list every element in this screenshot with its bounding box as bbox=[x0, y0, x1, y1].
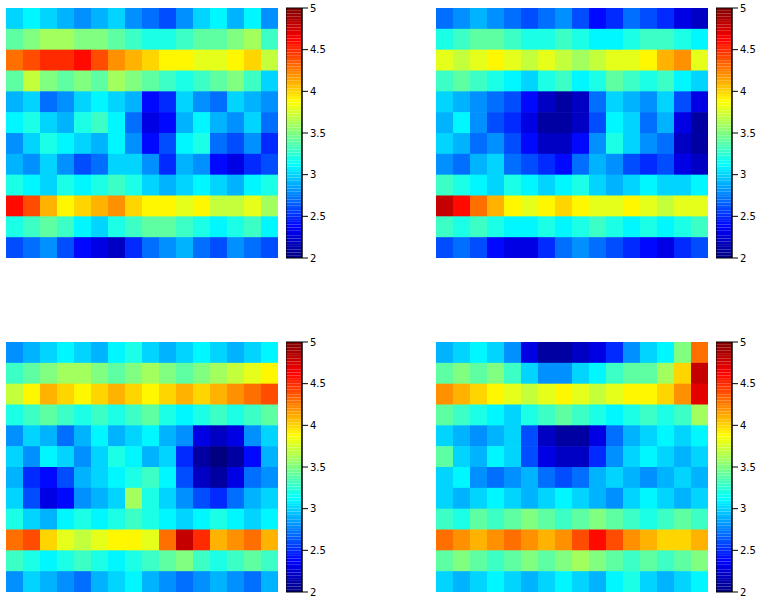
svg-text:4.5: 4.5 bbox=[740, 44, 756, 55]
svg-text:4: 4 bbox=[740, 86, 746, 97]
svg-text:3: 3 bbox=[740, 503, 746, 514]
svg-text:3: 3 bbox=[740, 169, 746, 180]
svg-text:2: 2 bbox=[740, 587, 746, 598]
svg-text:5: 5 bbox=[740, 3, 746, 14]
svg-text:3.5: 3.5 bbox=[740, 128, 756, 139]
svg-text:4: 4 bbox=[310, 86, 316, 97]
svg-text:3: 3 bbox=[310, 169, 316, 180]
svg-text:2.5: 2.5 bbox=[740, 211, 756, 222]
svg-text:5: 5 bbox=[740, 337, 746, 348]
svg-text:2.5: 2.5 bbox=[740, 545, 756, 556]
svg-text:4.5: 4.5 bbox=[310, 44, 326, 55]
svg-text:3.5: 3.5 bbox=[740, 462, 756, 473]
svg-text:5: 5 bbox=[310, 3, 316, 14]
svg-text:4.5: 4.5 bbox=[310, 378, 326, 389]
svg-text:2: 2 bbox=[310, 253, 316, 264]
svg-text:2: 2 bbox=[740, 253, 746, 264]
svg-text:2.5: 2.5 bbox=[310, 545, 326, 556]
svg-text:3: 3 bbox=[310, 503, 316, 514]
svg-text:5: 5 bbox=[310, 337, 316, 348]
svg-text:4.5: 4.5 bbox=[740, 378, 756, 389]
svg-text:4: 4 bbox=[740, 420, 746, 431]
svg-text:2.5: 2.5 bbox=[310, 211, 326, 222]
svg-text:3.5: 3.5 bbox=[310, 462, 326, 473]
svg-text:4: 4 bbox=[310, 420, 316, 431]
svg-text:2: 2 bbox=[310, 587, 316, 598]
svg-text:3.5: 3.5 bbox=[310, 128, 326, 139]
